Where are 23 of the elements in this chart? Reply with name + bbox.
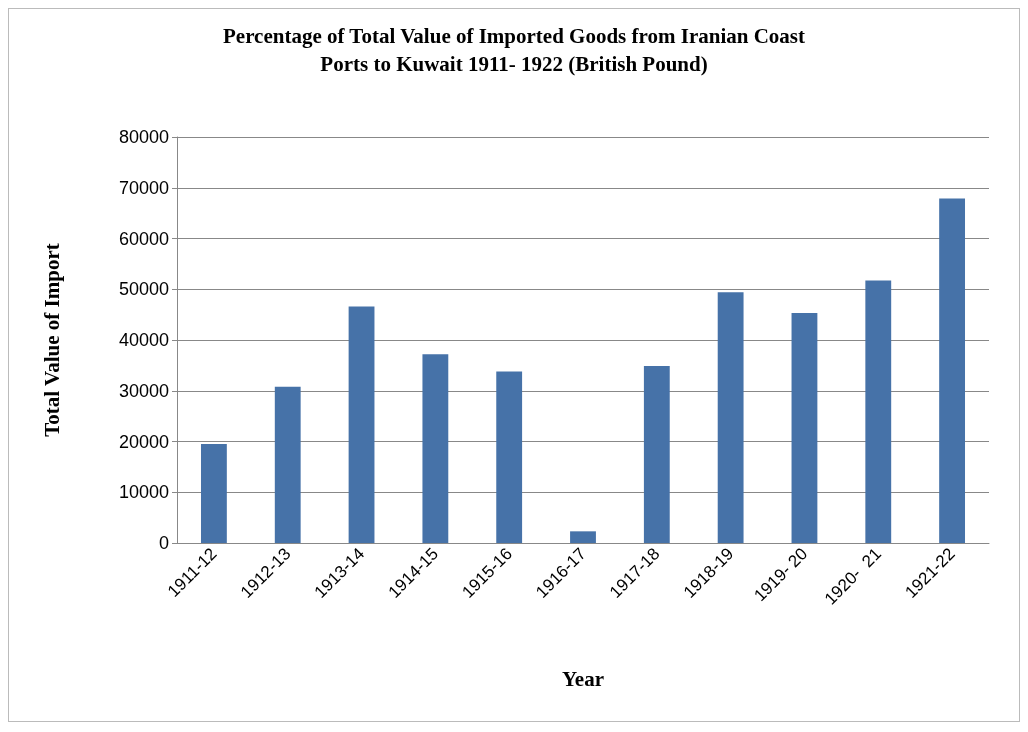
bar xyxy=(791,313,818,543)
y-tick-label: 50000 xyxy=(118,279,169,300)
bar xyxy=(865,280,892,543)
bar xyxy=(643,365,670,543)
y-tick-label: 20000 xyxy=(118,431,169,452)
bar xyxy=(717,292,744,543)
bar xyxy=(274,386,301,543)
x-axis-title: Year xyxy=(562,666,604,691)
y-tick-label: 60000 xyxy=(118,228,169,249)
y-axis-title: Total Value of Import xyxy=(39,243,64,437)
y-tick-label: 80000 xyxy=(118,127,169,147)
chart-title: Percentage of Total Value of Imported Goods from Iranian Coast Ports to Kuwait 1911- 1922 (British Pound) xyxy=(223,24,805,76)
bar xyxy=(348,306,375,543)
bar xyxy=(939,198,966,543)
y-tick-label: 0 xyxy=(158,533,169,553)
y-tick-label: 30000 xyxy=(118,380,169,401)
bar xyxy=(570,531,596,543)
y-tick-label: 40000 xyxy=(118,330,169,350)
bar xyxy=(422,354,449,543)
y-tick-label: 70000 xyxy=(118,177,169,198)
y-tick-label: 10000 xyxy=(118,482,169,503)
bar xyxy=(200,444,227,543)
bar xyxy=(496,371,523,543)
